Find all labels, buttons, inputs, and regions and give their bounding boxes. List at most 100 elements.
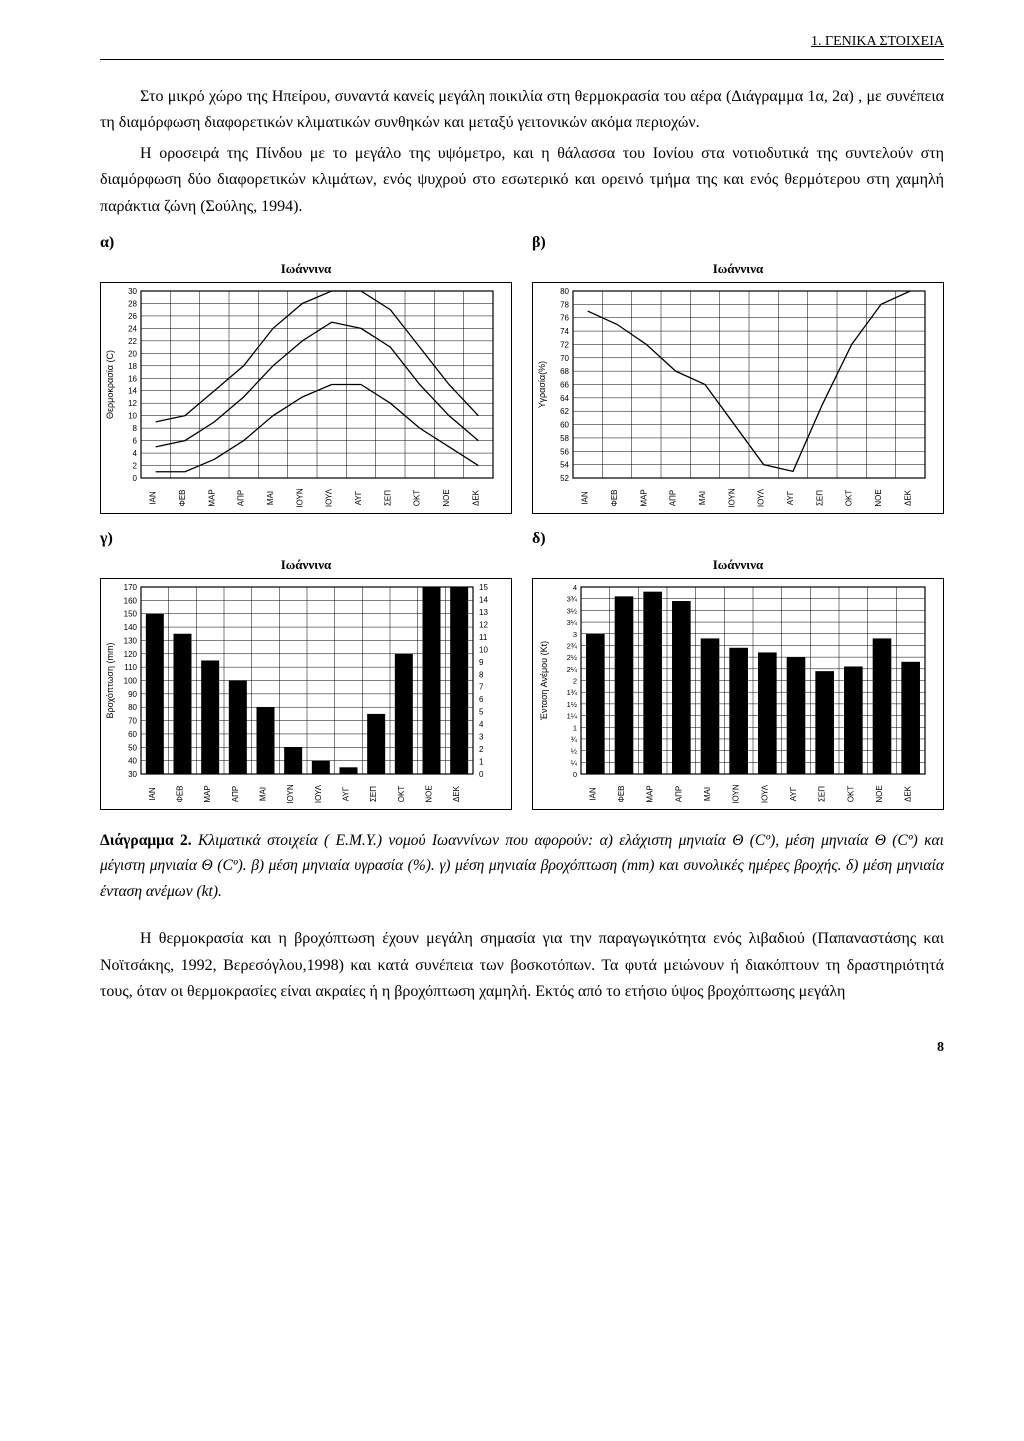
svg-text:6: 6 (133, 436, 138, 445)
svg-text:ΙΟΥΝ: ΙΟΥΝ (732, 784, 741, 804)
svg-text:74: 74 (560, 327, 569, 336)
svg-text:13: 13 (479, 608, 488, 617)
svg-text:2½: 2½ (567, 653, 578, 662)
chart-b: 525456586062646668707274767880ΙΑΝΦΕΒΜΑΡΑ… (532, 282, 944, 514)
svg-text:58: 58 (560, 434, 569, 443)
svg-text:ΜΑΙ: ΜΑΙ (266, 491, 275, 505)
caption-body: Κλιματικά στοιχεία ( Ε.Μ.Υ.) νομού Ιωανν… (100, 832, 944, 900)
svg-text:24: 24 (128, 324, 137, 333)
caption-lead: Διάγραμμα 2. (100, 832, 192, 849)
paragraph-2: Η οροσειρά της Πίνδου με το μεγάλο της υ… (100, 141, 944, 220)
chart-d-label: δ) (532, 526, 944, 552)
svg-text:2¼: 2¼ (567, 665, 578, 674)
svg-text:70: 70 (128, 716, 137, 725)
svg-text:78: 78 (560, 300, 569, 309)
svg-text:12: 12 (479, 620, 488, 629)
svg-text:ΙΑΝ: ΙΑΝ (581, 491, 590, 505)
svg-text:ΑΠΡ: ΑΠΡ (231, 785, 240, 801)
svg-text:ΙΟΥΝ: ΙΟΥΝ (286, 784, 295, 804)
svg-text:56: 56 (560, 447, 569, 456)
svg-text:26: 26 (128, 312, 137, 321)
svg-text:3½: 3½ (567, 606, 578, 615)
chart-c: 3040506070809010011012013014015016017001… (100, 578, 512, 810)
page-number: 8 (100, 1036, 944, 1059)
svg-text:5: 5 (479, 707, 484, 716)
svg-text:3¼: 3¼ (567, 618, 578, 627)
svg-text:30: 30 (128, 287, 137, 296)
svg-text:½: ½ (571, 746, 578, 755)
svg-text:ΙΟΥΛ: ΙΟΥΛ (314, 784, 323, 803)
svg-text:1¾: 1¾ (567, 688, 578, 697)
svg-text:68: 68 (560, 367, 569, 376)
svg-text:ΙΑΝ: ΙΑΝ (149, 491, 158, 505)
chart-d: 0¼½¾11¼1½1¾22¼2½2¾33¼3½3¾4ΙΑΝΦΕΒΜΑΡΑΠΡΜΑ… (532, 578, 944, 810)
svg-text:60: 60 (560, 420, 569, 429)
chart-a: 024681012141618202224262830ΙΑΝΦΕΒΜΑΡΑΠΡΜ… (100, 282, 512, 514)
svg-text:Βροχόπτωση (mm): Βροχόπτωση (mm) (105, 642, 115, 718)
svg-text:ΜΑΙ: ΜΑΙ (259, 787, 268, 801)
svg-text:ΜΑΡ: ΜΑΡ (203, 785, 212, 802)
chart-b-label: β) (532, 230, 944, 256)
svg-text:ΑΥΓ: ΑΥΓ (786, 490, 795, 505)
svg-text:Θερμοκρασία (C): Θερμοκρασία (C) (105, 350, 115, 419)
chart-c-label: γ) (100, 526, 512, 552)
svg-text:ΜΑΙ: ΜΑΙ (703, 787, 712, 801)
svg-text:30: 30 (128, 770, 137, 779)
svg-text:2¾: 2¾ (567, 641, 578, 650)
svg-text:ΜΑΙ: ΜΑΙ (698, 491, 707, 505)
svg-text:80: 80 (128, 703, 137, 712)
svg-text:ΔΕΚ: ΔΕΚ (471, 489, 480, 506)
svg-text:ΝΟΕ: ΝΟΕ (875, 785, 884, 802)
svg-text:14: 14 (479, 595, 488, 604)
chart-a-cell: α) Ιωάννινα 024681012141618202224262830Ι… (100, 230, 512, 514)
svg-text:8: 8 (133, 424, 138, 433)
chart-c-cell: γ) Ιωάννινα 3040506070809010011012013014… (100, 526, 512, 810)
svg-text:22: 22 (128, 337, 137, 346)
svg-text:54: 54 (560, 461, 569, 470)
svg-text:110: 110 (124, 663, 137, 672)
svg-text:0: 0 (479, 770, 484, 779)
svg-text:0: 0 (573, 770, 577, 779)
svg-text:ΝΟΕ: ΝΟΕ (425, 785, 434, 802)
svg-text:¼: ¼ (571, 758, 578, 767)
charts-row-2: γ) Ιωάννινα 3040506070809010011012013014… (100, 526, 944, 810)
chart-c-title: Ιωάννινα (100, 554, 512, 575)
svg-text:10: 10 (128, 412, 137, 421)
svg-text:ΔΕΚ: ΔΕΚ (452, 785, 461, 802)
svg-text:ΦΕΒ: ΦΕΒ (178, 489, 187, 506)
svg-text:ΟΚΤ: ΟΚΤ (397, 785, 406, 802)
svg-text:28: 28 (128, 299, 137, 308)
svg-text:ΙΟΥΝ: ΙΟΥΝ (727, 488, 736, 508)
svg-text:6: 6 (479, 695, 484, 704)
svg-text:170: 170 (124, 583, 138, 592)
svg-text:8: 8 (479, 670, 484, 679)
svg-text:ΜΑΡ: ΜΑΡ (639, 489, 648, 506)
svg-text:ΑΥΓ: ΑΥΓ (342, 786, 351, 801)
svg-text:ΑΠΡ: ΑΠΡ (674, 785, 683, 801)
svg-text:50: 50 (128, 743, 137, 752)
svg-text:1: 1 (573, 723, 577, 732)
svg-text:ΣΕΠ: ΣΕΠ (818, 785, 827, 801)
svg-text:ΝΟΕ: ΝΟΕ (874, 489, 883, 506)
charts-row-1: α) Ιωάννινα 024681012141618202224262830Ι… (100, 230, 944, 514)
svg-text:40: 40 (128, 756, 137, 765)
svg-text:100: 100 (124, 676, 138, 685)
svg-text:ΑΥΓ: ΑΥΓ (789, 786, 798, 801)
svg-text:ΙΑΝ: ΙΑΝ (148, 787, 157, 801)
svg-text:ΜΑΡ: ΜΑΡ (207, 489, 216, 506)
svg-text:150: 150 (124, 609, 138, 618)
svg-text:76: 76 (560, 314, 569, 323)
svg-text:0: 0 (133, 474, 138, 483)
svg-text:ΝΟΕ: ΝΟΕ (442, 489, 451, 506)
chart-a-title: Ιωάννινα (100, 258, 512, 279)
svg-text:Ένταση Ανέμου (Kt): Ένταση Ανέμου (Kt) (539, 641, 549, 721)
svg-text:16: 16 (128, 374, 137, 383)
figure-caption: Διάγραμμα 2. Κλιματικά στοιχεία ( Ε.Μ.Υ.… (100, 828, 944, 905)
svg-text:7: 7 (479, 682, 484, 691)
chart-a-label: α) (100, 230, 512, 256)
svg-text:4: 4 (479, 720, 484, 729)
svg-text:ΣΕΠ: ΣΕΠ (369, 785, 378, 801)
svg-text:62: 62 (560, 407, 569, 416)
svg-text:140: 140 (124, 623, 138, 632)
svg-text:4: 4 (133, 449, 138, 458)
